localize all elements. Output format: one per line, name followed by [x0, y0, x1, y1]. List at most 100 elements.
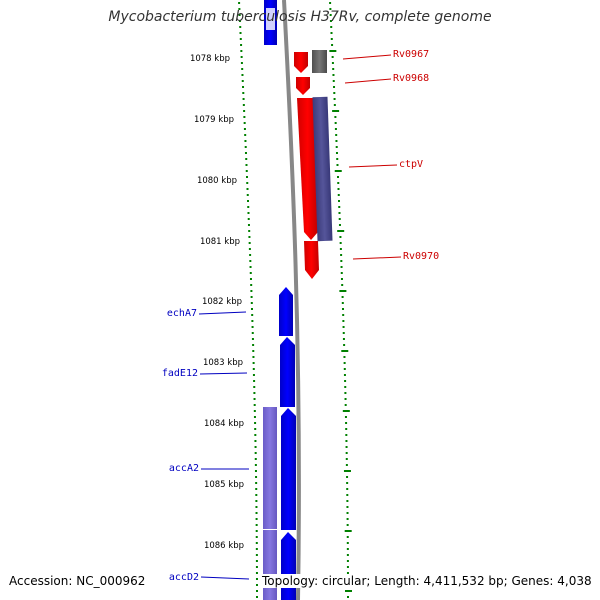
pseudo-gene[interactable] [312, 50, 327, 73]
ruler-tick [253, 392, 256, 394]
ruler-tick [329, 20, 332, 22]
ruler-tick [344, 416, 347, 418]
ruler-tick [345, 434, 348, 436]
genome-backbone [282, 0, 301, 600]
gene-label-Rv0968[interactable]: Rv0968 [393, 73, 429, 84]
ruler-tick [255, 554, 258, 556]
ruler-tick [244, 134, 247, 136]
kbp-label: 1079 kbp [194, 115, 234, 125]
ruler-tick [340, 266, 343, 268]
forward-gene-light-1[interactable] [263, 407, 277, 529]
ruler-tick [336, 164, 339, 166]
ruler-tick [249, 254, 252, 256]
ruler-tick [254, 434, 257, 436]
ruler-tick [341, 296, 344, 298]
reverse-gene-ctpV[interactable] [297, 98, 318, 240]
ruler-tick [346, 518, 349, 520]
ruler-tick [329, 50, 337, 52]
ruler-tick [344, 380, 347, 382]
ruler-tick [343, 470, 351, 472]
reverse-gene-Rv0967[interactable] [294, 52, 308, 73]
ruler-tick [335, 146, 338, 148]
ruler-tick [339, 236, 342, 238]
ruler-tick [255, 542, 258, 544]
ruler-tick [340, 254, 343, 256]
accession-text: Accession: NC_000962 [9, 574, 146, 588]
ruler-tick [346, 482, 349, 484]
ruler-tick [338, 224, 341, 226]
reverse-label-connectors [342, 54, 402, 260]
reverse-gene-Rv0970[interactable] [304, 241, 319, 279]
gene-label-accD2[interactable]: accD2 [169, 572, 199, 583]
ruler-tick [346, 596, 349, 598]
ruler-tick [340, 260, 343, 262]
ruler-tick [255, 518, 258, 520]
ruler-tick [343, 344, 346, 346]
forward-gene-echA7[interactable] [279, 287, 293, 336]
reverse-gene-dark[interactable] [312, 96, 333, 242]
reverse-gene-Rv0968[interactable] [296, 77, 310, 95]
ruler-tick [345, 446, 348, 448]
ruler-tick [254, 464, 257, 466]
ruler-tick [342, 410, 350, 412]
ruler-tick [346, 536, 349, 538]
ruler-tick [329, 14, 332, 16]
ruler-tick [253, 416, 256, 418]
ruler-tick [245, 158, 248, 160]
ruler-tick [255, 500, 258, 502]
ruler-tick [335, 140, 338, 142]
gene-label-Rv0967[interactable]: Rv0967 [393, 49, 429, 60]
ruler-tick [254, 428, 257, 430]
gene-label-Rv0970[interactable]: Rv0970 [403, 251, 439, 262]
ruler-tick [345, 464, 348, 466]
forward-gene-fadE12[interactable] [280, 337, 295, 407]
gene-label-accA2[interactable]: accA2 [169, 463, 199, 474]
ruler-tick [343, 356, 346, 358]
ruler-tick [255, 566, 258, 568]
gene-label-fadE12[interactable]: fadE12 [162, 368, 198, 379]
ruler-tick [249, 266, 252, 268]
ruler-tick [242, 98, 245, 100]
ruler-tick [251, 338, 254, 340]
genome-summary-text: Topology: circular; Length: 4,411,532 bp… [262, 574, 592, 588]
ruler-tick [255, 560, 258, 562]
ruler-tick [250, 284, 253, 286]
reverse-gene-labels: Rv0967 Rv0968 ctpV Rv0970 [393, 49, 439, 262]
ruler-tick [247, 224, 250, 226]
ruler-tick [255, 548, 258, 550]
ruler-tick [344, 392, 347, 394]
gene-label-echA7[interactable]: echA7 [167, 308, 197, 319]
ruler-tick [255, 476, 258, 478]
forward-gene-accD2[interactable] [281, 532, 296, 600]
ruler-tick [248, 236, 251, 238]
ruler-tick [241, 74, 244, 76]
ruler-tick [243, 122, 246, 124]
ruler-tick [255, 530, 258, 532]
forward-gene-accA2[interactable] [281, 408, 296, 530]
ruler-tick [332, 68, 335, 70]
ruler-tick [244, 146, 247, 148]
ruler-tick [254, 440, 257, 442]
ruler-tick [254, 452, 257, 454]
ruler-tick [252, 374, 255, 376]
ruler-tick [346, 476, 349, 478]
ruler-tick [345, 452, 348, 454]
forward-label-connectors [198, 311, 250, 580]
ruler-tick [241, 68, 244, 70]
ruler-tick [344, 404, 347, 406]
ruler-tick [249, 272, 252, 274]
ruler-tick [346, 566, 349, 568]
ruler-tick [336, 158, 339, 160]
ruler-tick [255, 524, 258, 526]
kbp-label: 1085 kbp [204, 480, 244, 490]
ruler-tick [246, 182, 249, 184]
ruler-tick [345, 440, 348, 442]
ruler-tick [255, 512, 258, 514]
ruler-tick [345, 458, 348, 460]
ruler-tick [239, 32, 242, 34]
gene-label-ctpV[interactable]: ctpV [399, 159, 423, 170]
map-title: Mycobacterium tuberculosis H37Rv, comple… [108, 9, 492, 25]
ruler-tick [246, 176, 249, 178]
ruler-tick [331, 56, 334, 58]
forward-gene-light-2[interactable] [263, 530, 277, 600]
